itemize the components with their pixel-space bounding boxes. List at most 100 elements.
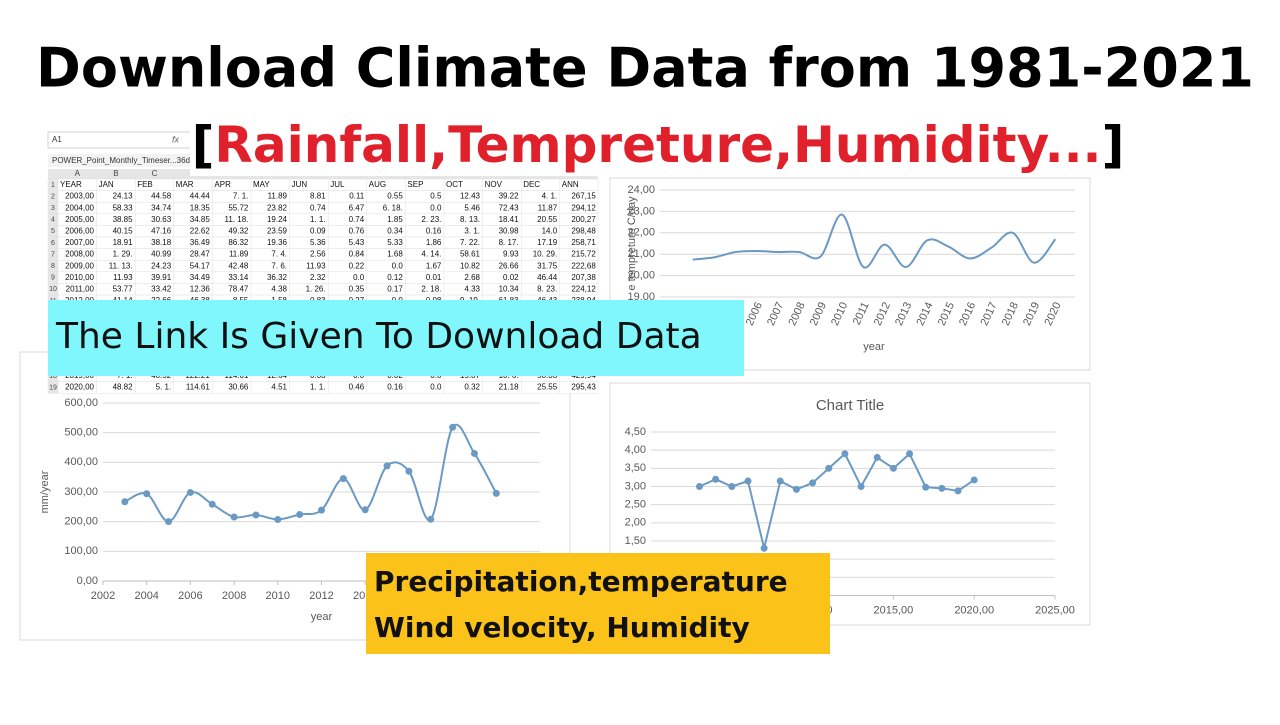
cell: 1. 1. <box>310 215 326 224</box>
data-point <box>492 489 500 497</box>
cell: 4.38 <box>271 285 287 294</box>
cell: 36.32 <box>267 273 288 282</box>
row-number: 4 <box>51 217 55 224</box>
cell: 0.34 <box>387 227 403 236</box>
cell: 0.35 <box>349 285 365 294</box>
x-tick-label: 2015,00 <box>874 604 914 616</box>
cell: 0.16 <box>387 383 403 392</box>
data-point <box>230 513 238 521</box>
row-bg <box>47 178 599 191</box>
cell: NOV <box>485 180 503 189</box>
cell: 1.86 <box>426 238 442 247</box>
cell: 26.66 <box>499 261 520 270</box>
row-number-bg <box>48 179 58 191</box>
data-point <box>712 475 720 483</box>
cell: 207,38 <box>571 273 596 282</box>
cell: 25.55 <box>537 383 558 392</box>
cell: 9.93 <box>503 250 519 259</box>
cell: 11. 13. <box>109 261 133 270</box>
data-point <box>339 475 347 483</box>
y-tick-label: 19,00 <box>627 291 655 303</box>
cell: 12.36 <box>190 285 211 294</box>
cell: 0.01 <box>426 273 442 282</box>
row-number: 3 <box>51 205 55 212</box>
y-tick-label: 22,00 <box>627 227 655 239</box>
cell: 2006,00 <box>65 227 94 236</box>
subtitle-part: Rainfall,Tempreture,Humidity... <box>214 116 1101 174</box>
cell: 34.74 <box>151 203 172 212</box>
cell: 38.18 <box>151 238 172 247</box>
cell: 11.89 <box>229 250 249 259</box>
cell: 5.43 <box>349 238 365 247</box>
row-number-bg <box>48 248 58 261</box>
cell: 49.32 <box>228 227 249 236</box>
cell: 5. 1. <box>156 383 172 392</box>
cell: 21.18 <box>499 383 520 392</box>
cell: 0.02 <box>503 273 519 282</box>
y-tick-label: 300,00 <box>64 486 98 498</box>
cell: 215,72 <box>571 250 596 259</box>
cell: 34.49 <box>190 273 211 282</box>
y-tick-label: 23,00 <box>627 205 655 217</box>
row-number-bg <box>48 381 58 394</box>
cell: 30.66 <box>228 383 249 392</box>
cell: 4. 14. <box>421 250 441 259</box>
cell: 2. 18. <box>421 285 441 294</box>
cell: 267,15 <box>571 192 596 201</box>
cell: 0.12 <box>387 273 403 282</box>
cell: 58.33 <box>113 203 134 212</box>
cell: 11.93 <box>306 261 326 270</box>
cell: 2008,00 <box>65 250 94 259</box>
data-point <box>405 467 413 475</box>
row-number-bg <box>48 202 58 214</box>
cell: MAY <box>253 180 270 189</box>
cell: 11.87 <box>538 203 558 212</box>
cell: 39.22 <box>499 192 520 201</box>
cell: 19.36 <box>267 238 288 247</box>
cell: 0.46 <box>349 383 365 392</box>
cell: 20.55 <box>537 215 558 224</box>
data-point <box>427 515 435 523</box>
cell: 5.46 <box>464 203 480 212</box>
cell: FEB <box>137 180 153 189</box>
cell: 0.22 <box>349 261 365 270</box>
data-point <box>889 464 897 472</box>
y-tick-label: 3,00 <box>625 480 646 492</box>
cell: 7. 6. <box>271 261 287 270</box>
cell: 18.35 <box>190 203 211 212</box>
y-tick-label: 0,00 <box>77 575 98 587</box>
cell: 8. 13. <box>460 215 480 224</box>
cell: 8. 23. <box>537 285 557 294</box>
data-point <box>470 449 478 457</box>
data-point <box>143 490 151 498</box>
data-point <box>938 484 946 492</box>
cell: 0.0 <box>430 383 442 392</box>
data-point <box>809 479 817 487</box>
cell: 1.85 <box>387 215 403 224</box>
cell: 30.98 <box>499 227 520 236</box>
row-number-bg <box>48 190 58 203</box>
data-point <box>954 487 962 495</box>
data-line <box>692 213 1057 269</box>
data-point <box>744 477 752 485</box>
data-point <box>906 450 914 458</box>
cell: 36.49 <box>190 238 211 247</box>
cell: 294,12 <box>571 203 596 212</box>
row-number: 7 <box>51 251 55 258</box>
chart-title: Chart Title <box>816 397 884 414</box>
cell: 17.19 <box>537 238 558 247</box>
data-point <box>728 483 736 490</box>
cell: DEC <box>523 180 540 189</box>
cell: 224,12 <box>571 285 596 294</box>
cell: 8. 17. <box>499 238 519 247</box>
y-axis-label: e tempreture C/day <box>626 196 638 291</box>
y-tick-label: 4,00 <box>625 444 646 456</box>
data-point <box>383 462 391 470</box>
sheet-tab-label: POWER_Point_Monthly_Timeser...36d18 <box>52 156 199 165</box>
cell: AUG <box>369 180 386 189</box>
cell: 0.5 <box>430 192 442 201</box>
cell: 33.14 <box>228 273 249 282</box>
cell: 55.72 <box>228 203 249 212</box>
